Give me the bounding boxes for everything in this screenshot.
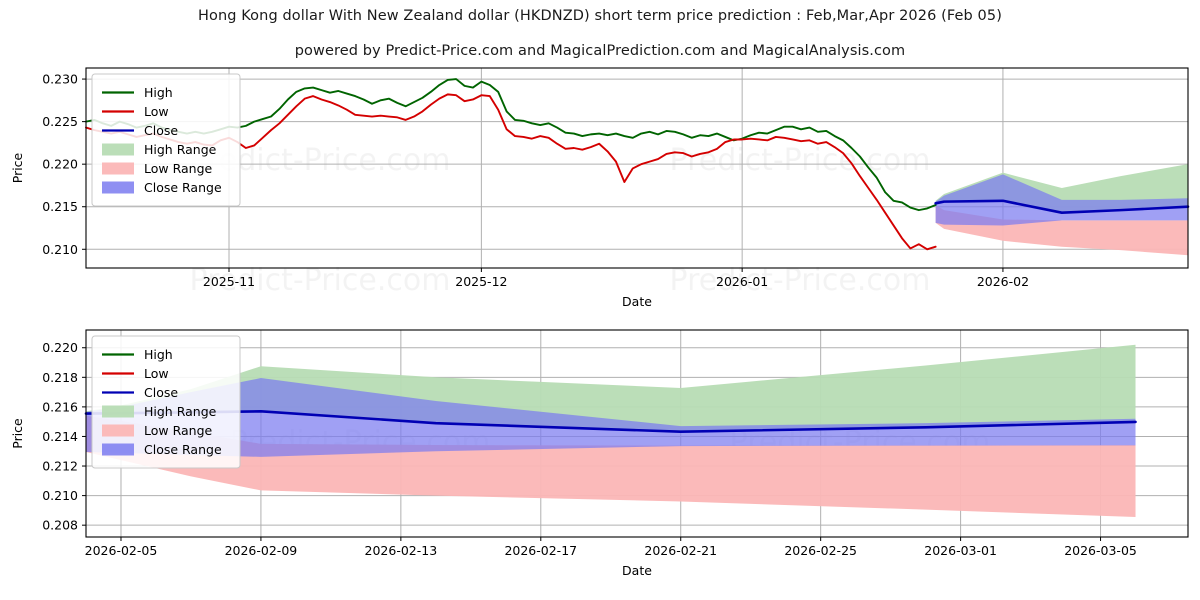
y-tick-label: 0.218 [42,370,78,385]
plot-frame [85,67,1189,269]
y-tick-label: 0.210 [42,488,78,503]
y-tick-label: 0.210 [42,242,78,257]
legend-item-low[interactable]: Low [102,104,169,119]
legend-label: Low Range [144,161,213,176]
legend-label: Close [144,385,178,400]
x-tick-label: 2026-02-21 [644,543,717,558]
legend-item-high[interactable]: High [102,85,173,100]
x-axis-label: Date [622,294,652,309]
legend-label: High Range [144,142,217,157]
x-axis-label: Date [622,563,652,578]
x-tick-label: 2026-01 [716,274,768,289]
y-tick-label: 0.230 [42,72,78,87]
y-tick-label: 0.216 [42,399,78,414]
watermark-group: Predict-Price.com Predict-Price.com Predic… [190,143,931,298]
y-axis-label: Price [10,152,25,183]
chart-legend: High Low Close High Range Low Range Close Ran… [91,335,241,469]
plot-frame [85,329,1189,538]
legend-swatch-band [102,443,134,456]
chart-svg-top: Predict-Price.com Predict-Price.com Predic… [10,67,1190,309]
legend-item-high-range[interactable]: High Range [102,404,217,419]
low-range-band [86,415,1136,518]
chart-panel-top: Predict-Price.com Predict-Price.com Predic… [0,60,1200,322]
legend-swatch-band [102,424,134,437]
legend-label: Low [144,366,169,381]
page-title: Hong Kong dollar With New Zealand dollar… [198,8,1002,24]
legend-label: Low Range [144,423,213,438]
legend-item-close-range[interactable]: Close Range [102,442,222,457]
x-tick-label: 2026-03-01 [924,543,997,558]
legend-label: High Range [144,404,217,419]
x-tick-label: 2026-02-13 [365,543,438,558]
legend-item-close[interactable]: Close [102,123,178,138]
y-tick-label: 0.215 [42,199,78,214]
legend-swatch-band [102,162,134,175]
y-tick-label: 0.214 [42,429,78,444]
x-tick-label: 2025-11 [203,274,255,289]
y-tick-label: 0.225 [42,114,78,129]
y-tick-label: 0.220 [42,340,78,355]
series-line-close [934,199,1190,214]
x-tick-label: 2026-02 [977,274,1029,289]
gridlines [86,68,1188,268]
legend-swatch-band [102,181,134,194]
legend-item-close[interactable]: Close [102,385,178,400]
x-tick-label: 2026-02-25 [784,543,857,558]
page-subtitle: powered by Predict-Price.com and Magical… [294,43,906,59]
legend-swatch-band [102,143,134,156]
chart-legend: High Low Close High Range Low Range Close Ran… [91,73,241,207]
legend-item-close-range[interactable]: Close Range [102,180,222,195]
x-tick-label: 2026-03-05 [1064,543,1137,558]
legend-label: High [144,347,173,362]
y-axis-label: Price [10,418,25,449]
legend-label: Low [144,104,169,119]
axis-ticks: 0.208 0.210 0.212 0.214 0.216 0.218 0.220 2026-… [42,340,1137,558]
x-tick-label: 2026-02-17 [504,543,577,558]
legend-item-high[interactable]: High [102,347,173,362]
legend-label: Close Range [144,442,222,457]
close-range-band [935,174,1188,226]
y-tick-label: 0.212 [42,459,78,474]
axis-ticks: 0.210 0.215 0.220 0.225 0.230 2025-11 2025-12 2… [42,72,1029,289]
y-tick-label: 0.220 [42,157,78,172]
legend-label: Close [144,123,178,138]
watermark-text: Predict-Price.com [670,263,931,298]
legend-item-low-range[interactable]: Low Range [102,161,213,176]
low-range-band [935,205,1188,256]
watermark-text: Predict-Price.com [670,143,931,178]
chart-svg-bottom: Predict-Price.comPredict-Price.com0.2080… [10,329,1189,578]
y-tick-label: 0.208 [42,518,78,533]
chart-panel-bottom: Predict-Price.comPredict-Price.com0.2080… [0,322,1200,600]
close-range-band [86,378,1136,457]
legend-label: High [144,85,173,100]
legend-swatch-band [102,405,134,418]
watermark-text: Predict-Price.com [190,263,451,298]
legend-label: Close Range [144,180,222,195]
x-tick-label: 2025-12 [455,274,507,289]
legend-item-low-range[interactable]: Low Range [102,423,213,438]
legend-item-low[interactable]: Low [102,366,169,381]
x-tick-label: 2026-02-09 [225,543,298,558]
legend-item-high-range[interactable]: High Range [102,142,217,157]
x-tick-label: 2026-02-05 [85,543,158,558]
